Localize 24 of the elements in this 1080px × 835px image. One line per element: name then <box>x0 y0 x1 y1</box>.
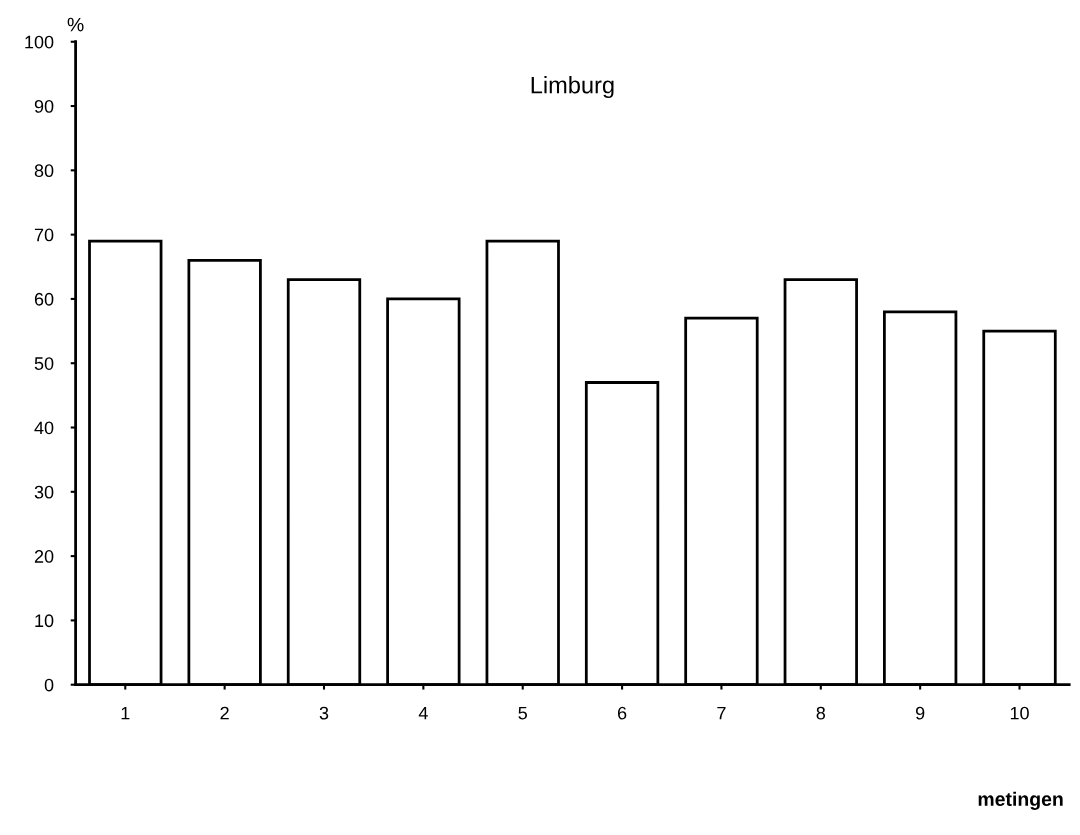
x-tick-label: 8 <box>816 706 826 720</box>
y-tick-label: 20 <box>34 550 54 563</box>
y-axis-title: % <box>67 17 84 32</box>
x-tick-label: 4 <box>418 706 428 720</box>
x-tick-label: 2 <box>220 706 229 720</box>
x-tick-label: 6 <box>617 706 627 720</box>
x-tick-label: 5 <box>518 706 527 720</box>
y-tick-label: 100 <box>25 35 54 49</box>
y-tick-label: 50 <box>34 357 54 370</box>
y-tick-label: 0 <box>44 678 54 692</box>
x-tick-label: 9 <box>915 706 925 720</box>
x-axis-title: metingen <box>978 791 1063 810</box>
text: Limburg <box>531 76 614 99</box>
y-tick-label: 60 <box>34 292 54 306</box>
y-tick-label: 30 <box>34 485 54 499</box>
x-tick-label: 10 <box>1010 706 1029 720</box>
y-tick-label: 80 <box>34 164 54 178</box>
y-tick-label: 70 <box>34 228 54 242</box>
y-tick-label: 10 <box>35 614 54 628</box>
x-tick-label: 1 <box>121 706 130 720</box>
y-tick-label: 40 <box>34 421 54 435</box>
y-tick-label: 90 <box>34 99 54 113</box>
x-tick-label: 3 <box>319 706 329 720</box>
x-tick-label: 7 <box>717 706 726 720</box>
